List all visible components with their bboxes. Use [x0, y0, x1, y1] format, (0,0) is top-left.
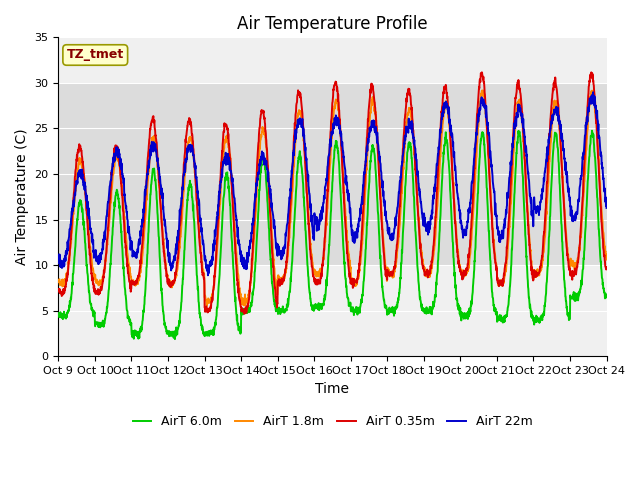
AirT 6.0m [492, 311, 500, 317]
AirT 1.8m [603, 257, 611, 263]
AirT 22m [204, 273, 212, 278]
AirT 6.0m [349, 309, 356, 314]
AirT 22m [603, 205, 611, 211]
AirT 22m [554, 112, 562, 118]
AirT 0.35m [478, 70, 486, 75]
AirT 0.35m [492, 266, 500, 272]
AirT 22m [207, 260, 215, 266]
AirT 22m [492, 210, 500, 216]
AirT 22m [54, 252, 62, 257]
AirT 1.8m [203, 303, 211, 309]
AirT 0.35m [207, 300, 215, 306]
AirT 6.0m [207, 328, 215, 334]
AirT 6.0m [554, 154, 562, 160]
AirT 0.35m [555, 106, 563, 112]
AirT 0.35m [241, 311, 248, 317]
AirT 6.0m [570, 296, 577, 301]
AirT 22m [570, 215, 577, 221]
AirT 22m [589, 89, 597, 95]
AirT 6.0m [171, 336, 179, 342]
AirT 0.35m [349, 278, 356, 284]
AirT 1.8m [570, 262, 577, 267]
Line: AirT 0.35m: AirT 0.35m [58, 72, 607, 314]
Line: AirT 22m: AirT 22m [58, 92, 607, 276]
AirT 0.35m [54, 287, 62, 292]
Title: Air Temperature Profile: Air Temperature Profile [237, 15, 428, 33]
AirT 1.8m [207, 297, 215, 302]
AirT 0.35m [603, 266, 611, 272]
AirT 22m [360, 169, 368, 175]
AirT 6.0m [360, 271, 368, 277]
AirT 1.8m [54, 279, 62, 285]
X-axis label: Time: Time [316, 382, 349, 396]
Bar [58, 83, 607, 265]
Legend: AirT 6.0m, AirT 1.8m, AirT 0.35m, AirT 22m: AirT 6.0m, AirT 1.8m, AirT 0.35m, AirT 2… [127, 410, 538, 433]
AirT 0.35m [570, 270, 577, 276]
AirT 6.0m [54, 312, 62, 318]
AirT 6.0m [588, 128, 596, 133]
AirT 0.35m [360, 185, 368, 191]
AirT 1.8m [555, 115, 563, 120]
AirT 22m [349, 227, 356, 233]
Line: AirT 6.0m: AirT 6.0m [58, 131, 607, 339]
Line: AirT 1.8m: AirT 1.8m [58, 90, 607, 306]
AirT 1.8m [479, 87, 486, 93]
Y-axis label: Air Temperature (C): Air Temperature (C) [15, 129, 29, 265]
Text: TZ_tmet: TZ_tmet [67, 48, 124, 61]
AirT 1.8m [349, 277, 356, 283]
AirT 6.0m [603, 293, 611, 299]
AirT 1.8m [492, 261, 500, 266]
AirT 1.8m [360, 201, 368, 207]
